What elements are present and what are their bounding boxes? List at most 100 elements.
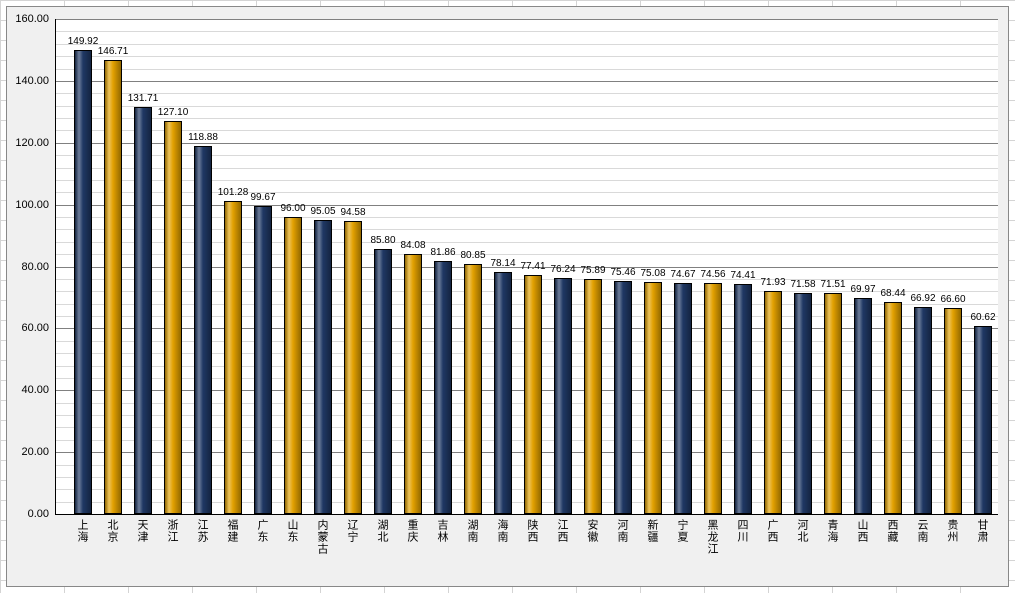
bar	[854, 298, 872, 514]
bar-value-label: 99.67	[250, 192, 275, 203]
bar-value-label: 71.93	[760, 277, 785, 288]
x-category-label: 甘肃	[974, 519, 990, 543]
bar-value-label: 75.08	[640, 268, 665, 279]
x-category-label: 安徽	[584, 519, 600, 543]
chart-frame: 149.92146.71 131.71 127.10 118.88 101.2899.6…	[6, 6, 1009, 587]
bar-value-label: 101.28	[218, 187, 249, 198]
x-category-label: 湖南	[464, 519, 480, 543]
bar	[104, 60, 122, 514]
bar	[764, 291, 782, 514]
bar	[944, 308, 962, 514]
bar-value-label: 131.71	[128, 93, 159, 104]
bar-value-label: 74.41	[730, 270, 755, 281]
y-tick-label: 40.00	[7, 384, 49, 396]
bar	[284, 217, 302, 514]
stage: 149.92146.71 131.71 127.10 118.88 101.2899.6…	[0, 0, 1015, 593]
bar	[584, 279, 602, 514]
x-category-label: 青海	[824, 519, 840, 543]
y-tick-label: 120.00	[7, 137, 49, 149]
bar-value-label: 66.60	[940, 294, 965, 305]
bar-value-label: 81.86	[430, 247, 455, 258]
bar	[974, 326, 992, 514]
x-category-label: 海南	[494, 519, 510, 543]
bar-value-label: 118.88	[188, 132, 218, 143]
bar-value-label: 94.58	[340, 207, 365, 218]
bar	[674, 283, 692, 514]
bar-value-label: 66.92	[910, 293, 935, 304]
bar	[914, 307, 932, 514]
x-category-label: 新疆	[644, 519, 660, 543]
bar-value-label: 149.92	[68, 36, 99, 47]
bar	[254, 206, 272, 514]
bar	[344, 221, 362, 514]
bar-value-label: 76.24	[550, 264, 575, 275]
plot-area: 149.92146.71 131.71 127.10 118.88 101.2899.6…	[55, 19, 998, 515]
bar-value-label: 78.14	[490, 258, 515, 269]
y-tick-label: 160.00	[7, 13, 49, 25]
bar-value-label: 69.97	[850, 284, 875, 295]
bar	[374, 249, 392, 514]
y-tick-label: 80.00	[7, 261, 49, 273]
x-category-label: 河南	[614, 519, 630, 543]
x-category-label: 贵州	[944, 519, 960, 543]
bar	[824, 293, 842, 514]
x-category-label: 西藏	[884, 519, 900, 543]
x-category-label: 陕西	[524, 519, 540, 543]
bar-value-label: 95.05	[310, 206, 335, 217]
bar-value-label: 74.56	[700, 269, 725, 280]
x-category-label: 山东	[284, 519, 300, 543]
x-category-label: 重庆	[404, 519, 420, 543]
x-category-label: 河北	[794, 519, 810, 543]
bar-value-label: 68.44	[880, 288, 905, 299]
bar	[164, 121, 182, 514]
bar	[524, 275, 542, 514]
bars-container: 149.92146.71 131.71 127.10 118.88 101.2899.6…	[56, 19, 998, 514]
x-category-label: 四川	[734, 519, 750, 543]
bar-value-label: 146.71	[98, 46, 129, 57]
bar-value-label: 74.67	[670, 269, 695, 280]
bar-value-label: 71.58	[790, 279, 815, 290]
x-category-label: 山西	[854, 519, 870, 543]
bar-value-label: 77.41	[520, 261, 545, 272]
x-category-label: 福建	[224, 519, 240, 543]
bar	[794, 293, 812, 514]
x-category-label: 北京	[104, 519, 120, 543]
bar-value-label: 84.08	[400, 240, 425, 251]
bar-value-label: 71.51	[820, 279, 845, 290]
bar	[314, 220, 332, 514]
bar	[74, 50, 92, 514]
x-category-label: 江苏	[194, 519, 210, 543]
x-category-label: 吉林	[434, 519, 450, 543]
bar	[434, 261, 452, 514]
y-tick-label: 60.00	[7, 322, 49, 334]
bar	[194, 146, 212, 514]
bar-value-label: 85.80	[370, 235, 395, 246]
bar-value-label: 75.46	[610, 267, 635, 278]
x-category-label: 湖北	[374, 519, 390, 543]
bar	[464, 264, 482, 514]
x-category-label: 云南	[914, 519, 930, 543]
x-category-label: 浙江	[164, 519, 180, 543]
bar	[884, 302, 902, 514]
bar-value-label: 127.10	[158, 107, 189, 118]
x-category-label: 广西	[764, 519, 780, 543]
bar-value-label: 96.00	[280, 203, 305, 214]
bar	[134, 107, 152, 514]
x-category-label: 黑龙江	[704, 519, 720, 555]
x-category-label: 上海	[74, 519, 90, 543]
bar	[224, 201, 242, 514]
bar	[404, 254, 422, 514]
x-category-label: 辽宁	[344, 519, 360, 543]
x-category-label: 江西	[554, 519, 570, 543]
bar	[704, 283, 722, 514]
y-tick-label: 140.00	[7, 75, 49, 87]
x-category-label: 宁夏	[674, 519, 690, 543]
bar-value-label: 75.89	[580, 265, 605, 276]
bar	[644, 282, 662, 514]
bar	[614, 281, 632, 514]
x-category-label: 天津	[134, 519, 150, 543]
bar-value-label: 60.62	[970, 312, 995, 323]
bar	[734, 284, 752, 514]
x-category-label: 广东	[254, 519, 270, 543]
x-category-label: 内蒙古	[314, 519, 330, 555]
